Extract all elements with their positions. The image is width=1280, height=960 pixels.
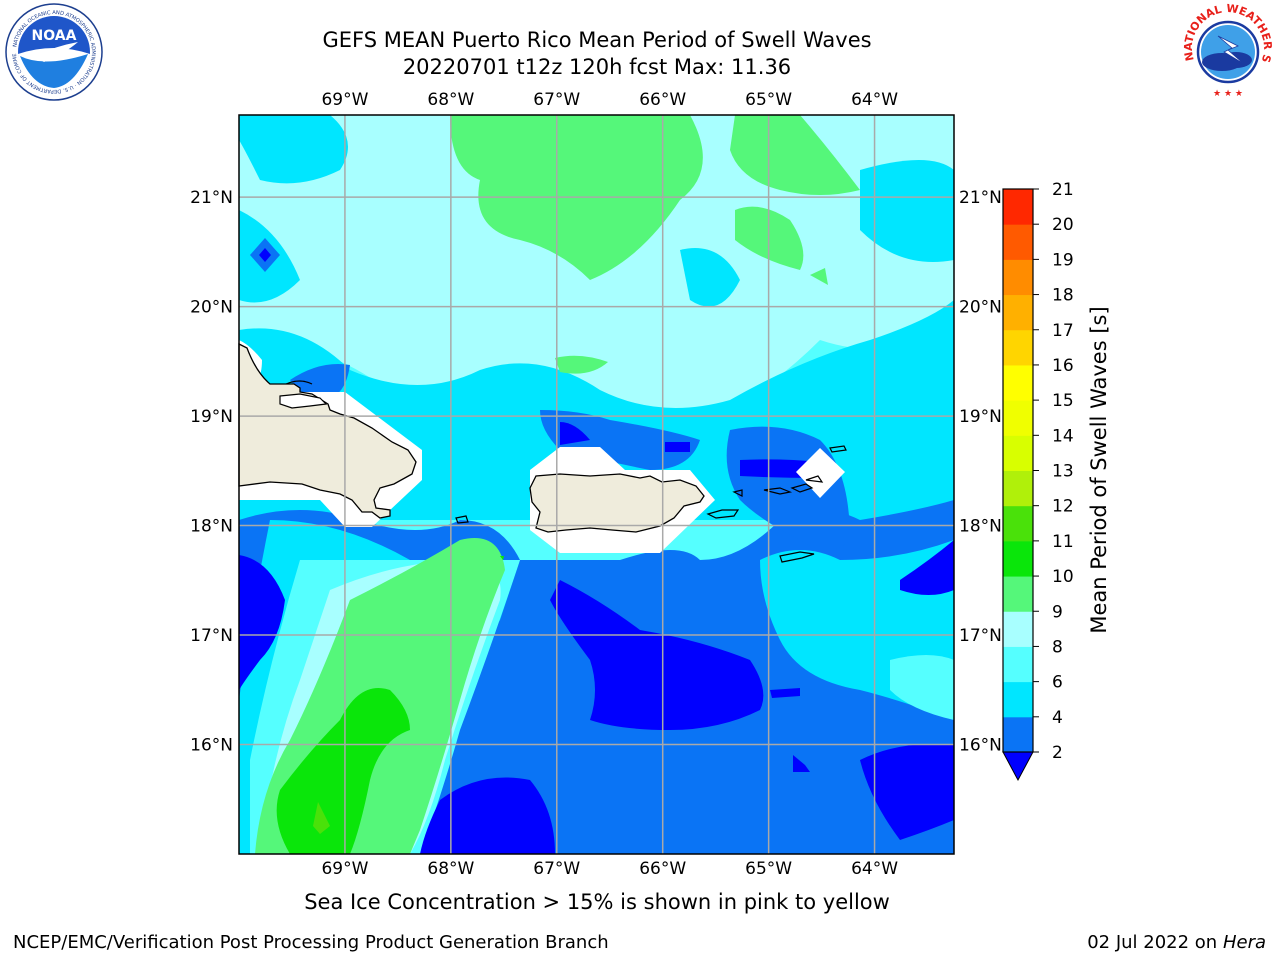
- lon-label-bottom: 67°W: [533, 859, 580, 879]
- vieques-island: [706, 509, 740, 519]
- footer-machine: Hera: [1222, 932, 1266, 953]
- lon-label-bottom: 66°W: [639, 859, 686, 879]
- lon-label-top: 68°W: [427, 90, 474, 110]
- noaa-logo-text: NOAA: [32, 28, 77, 44]
- lon-label-bottom: 69°W: [321, 859, 368, 879]
- lat-label-left: 17°N: [190, 626, 233, 646]
- colorbar-segment: [1003, 505, 1033, 542]
- colorbar-tick-label: 16: [1052, 356, 1074, 376]
- lat-label-right: 17°N: [959, 626, 1002, 646]
- lon-label-top: 66°W: [639, 90, 686, 110]
- lat-label-right: 20°N: [959, 298, 1002, 318]
- gonave-island: [279, 393, 328, 409]
- lon-label-top: 67°W: [533, 90, 580, 110]
- colorbar-segment: [1003, 364, 1033, 401]
- st-thomas-island: [763, 487, 793, 495]
- lon-label-top: 65°W: [745, 90, 792, 110]
- mona-island: [455, 515, 469, 524]
- lat-label-right: 19°N: [959, 407, 1002, 427]
- colorbar-tick-label: 17: [1052, 321, 1074, 341]
- lat-label-left: 21°N: [190, 188, 233, 208]
- colorbar-label: Mean Period of Swell Waves [s]: [1087, 306, 1111, 633]
- colorbar-tick-label: 13: [1052, 462, 1074, 482]
- lon-label-bottom: 64°W: [851, 859, 898, 879]
- colorbar-segment: [1003, 681, 1033, 718]
- svg-text:★ ★ ★: ★ ★ ★: [1213, 89, 1243, 99]
- colorbar-segment: [1003, 259, 1033, 296]
- puerto-rico-land: [529, 473, 705, 533]
- footer-date-text: 02 Jul 2022 on: [1087, 932, 1223, 953]
- lon-label-top: 69°W: [321, 90, 368, 110]
- colorbar-tick-label: 9: [1052, 602, 1063, 622]
- lat-label-right: 21°N: [959, 188, 1002, 208]
- colorbar-under-triangle: [1002, 751, 1034, 782]
- colorbar-tick-label: 4: [1052, 708, 1063, 728]
- colorbar-tick-label: 2: [1052, 743, 1063, 763]
- colorbar-tick-label: 14: [1052, 426, 1074, 446]
- anegada-island: [829, 445, 847, 453]
- sea-ice-note: Sea Ice Concentration > 15% is shown in …: [304, 890, 890, 914]
- gridlines: [239, 115, 954, 854]
- lat-label-left: 20°N: [190, 298, 233, 318]
- colorbar-tick-label: 18: [1052, 286, 1074, 306]
- lat-label-left: 18°N: [190, 517, 233, 537]
- colorbar-segment: [1003, 470, 1033, 507]
- colorbar-tick-label: 21: [1052, 180, 1074, 200]
- hispaniola-land: [238, 342, 417, 519]
- title-line-1: GEFS MEAN Puerto Rico Mean Period of Swe…: [322, 28, 872, 52]
- colorbar-segment: [1003, 576, 1033, 612]
- map-frame: [238, 114, 955, 855]
- colorbar-segments: [1003, 189, 1033, 753]
- colorbar-segment: [1003, 400, 1033, 436]
- colorbar-tick-label: 20: [1052, 215, 1074, 235]
- colorbar-tick-label: 6: [1052, 673, 1063, 693]
- colorbar: 2 4 6 8 9 10 11 12 13 14 15 16 17 18 19 20 21 Mean Perio…: [1002, 180, 1111, 782]
- colorbar-segment: [1003, 646, 1033, 683]
- colorbar-segment: [1003, 716, 1033, 753]
- lon-label-top: 64°W: [851, 90, 898, 110]
- footer-date: 02 Jul 2022 on Hera: [1087, 932, 1266, 953]
- lon-label-bottom: 68°W: [427, 859, 474, 879]
- lat-labels-right: 21°N 20°N 19°N 18°N 17°N 16°N: [959, 188, 1002, 755]
- lat-labels-left: 21°N 20°N 19°N 18°N 17°N 16°N: [190, 188, 233, 755]
- colorbar-segment: [1003, 224, 1033, 260]
- colorbar-tick-label: 12: [1052, 497, 1074, 517]
- colorbar-tick-label: 19: [1052, 250, 1074, 270]
- colorbar-segment: [1003, 540, 1033, 577]
- st-croix-island: [779, 551, 815, 563]
- lat-label-left: 19°N: [190, 407, 233, 427]
- colorbar-tick-label: 8: [1052, 637, 1063, 657]
- lat-label-right: 16°N: [959, 736, 1002, 756]
- noaa-logo: NOAA NATIONAL OCEANIC AND ATMOSPHERIC AD…: [4, 2, 103, 101]
- lon-label-bottom: 65°W: [745, 859, 792, 879]
- lon-labels-bottom: 69°W 68°W 67°W 66°W 65°W 64°W: [321, 859, 898, 879]
- colorbar-tick-label: 10: [1052, 567, 1074, 587]
- colorbar-tick-label: 11: [1052, 532, 1074, 552]
- title-line-2: 20220701 t12z 120h fcst Max: 11.36: [402, 55, 792, 79]
- swell-period-field: [239, 115, 954, 854]
- colorbar-segment: [1003, 189, 1033, 225]
- colorbar-segment: [1003, 294, 1033, 331]
- lat-label-left: 16°N: [190, 736, 233, 756]
- nws-logo: NATIONAL WEATHER SERVICE ★ ★ ★: [1178, 2, 1276, 100]
- colorbar-ticks: 2 4 6 8 9 10 11 12 13 14 15 16 17 18 19 20 21: [1033, 180, 1074, 763]
- lat-label-right: 18°N: [959, 517, 1002, 537]
- colorbar-segment: [1003, 611, 1033, 647]
- footer-branch: NCEP/EMC/Verification Post Processing Pr…: [13, 932, 609, 953]
- lon-labels-top: 69°W 68°W 67°W 66°W 65°W 64°W: [321, 90, 898, 110]
- colorbar-tick-label: 15: [1052, 391, 1074, 411]
- colorbar-segment: [1003, 435, 1033, 471]
- colorbar-segment: [1003, 329, 1033, 366]
